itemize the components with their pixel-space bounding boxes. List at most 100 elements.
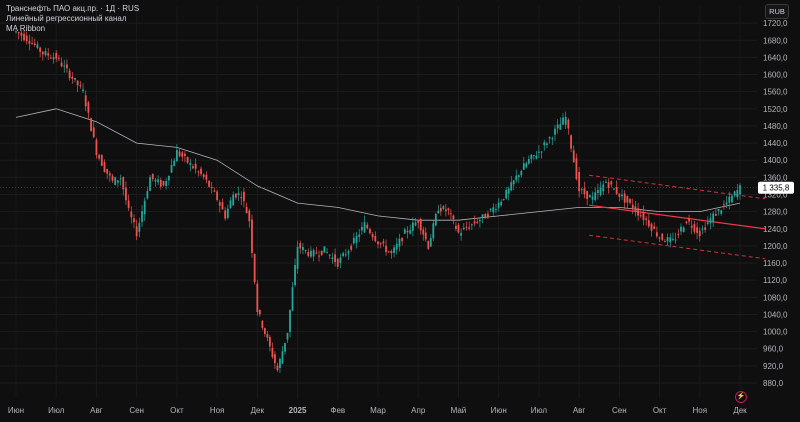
candle-body bbox=[251, 219, 253, 253]
candle-body bbox=[664, 241, 666, 243]
candle-body bbox=[594, 192, 597, 200]
lightning-icon[interactable]: ⚡ bbox=[735, 391, 747, 403]
legend-ma[interactable]: MA Ribbon bbox=[6, 24, 46, 33]
candle-body bbox=[720, 210, 723, 214]
candle-body bbox=[701, 228, 704, 230]
candle-body bbox=[130, 211, 133, 218]
x-tick-label: Авг bbox=[573, 406, 586, 415]
candle-body bbox=[586, 190, 589, 199]
candle-body bbox=[366, 224, 369, 229]
candle-body bbox=[289, 309, 291, 333]
x-tick-label: Сен bbox=[129, 406, 144, 415]
candle-body bbox=[279, 359, 281, 368]
candle-body bbox=[714, 214, 717, 216]
y-tick-label: 1080,0 bbox=[763, 293, 788, 302]
x-tick-label: Апр bbox=[411, 406, 426, 415]
candle-body bbox=[271, 347, 274, 358]
candle-body bbox=[189, 162, 192, 165]
x-tick-label: Фев bbox=[330, 406, 345, 415]
candle-body bbox=[551, 138, 554, 140]
candle-body bbox=[406, 230, 409, 233]
candle-body bbox=[672, 239, 674, 241]
candle-body bbox=[157, 179, 160, 183]
candle-body bbox=[525, 163, 528, 168]
y-tick-label: 1520,0 bbox=[763, 105, 788, 114]
candle-body bbox=[205, 174, 208, 180]
candle-body bbox=[717, 208, 720, 212]
y-tick-label: 1360,0 bbox=[763, 173, 788, 182]
y-tick-label: 1600,0 bbox=[763, 71, 788, 80]
candle-body bbox=[532, 155, 535, 157]
candle-body bbox=[294, 265, 296, 286]
candle-body bbox=[535, 155, 538, 159]
candle-body bbox=[661, 233, 664, 240]
candle-body bbox=[398, 238, 401, 247]
candle-body bbox=[74, 77, 76, 80]
candle-body bbox=[567, 119, 570, 129]
y-tick-label: 920,0 bbox=[763, 362, 784, 371]
candle-body bbox=[162, 181, 165, 186]
candle-body bbox=[253, 253, 256, 283]
candle-body bbox=[200, 168, 202, 174]
candle-body bbox=[256, 283, 259, 313]
candle-body bbox=[339, 257, 342, 264]
candle-body bbox=[44, 51, 47, 56]
legend-symbol[interactable]: Транснефть ПАО акц.пр. · 1Д · RUS bbox=[6, 4, 140, 13]
candle-body bbox=[583, 188, 586, 195]
regression-upper bbox=[589, 174, 766, 200]
candle-body bbox=[245, 206, 248, 214]
candles bbox=[15, 30, 741, 373]
candle-body bbox=[52, 57, 55, 60]
candle-body bbox=[476, 221, 479, 223]
candle-body bbox=[484, 213, 487, 219]
candle-body bbox=[444, 209, 447, 212]
candle-body bbox=[677, 233, 680, 235]
candle-body bbox=[291, 287, 294, 311]
candle-body bbox=[369, 228, 371, 234]
candle-body bbox=[184, 153, 186, 156]
legend-regression[interactable]: Линейный регрессионный канал bbox=[6, 14, 127, 23]
candle-body bbox=[387, 251, 390, 253]
candle-body bbox=[457, 224, 460, 233]
x-tick-label: Июн bbox=[8, 406, 24, 415]
candle-body bbox=[613, 188, 615, 190]
candle-body bbox=[36, 44, 39, 48]
candle-body bbox=[116, 180, 119, 183]
candle-body bbox=[318, 255, 320, 257]
y-tick-label: 1680,0 bbox=[763, 36, 788, 45]
candle-body bbox=[709, 218, 712, 224]
candle-body bbox=[122, 177, 125, 190]
x-tick-label: Сен bbox=[612, 406, 627, 415]
candle-body bbox=[197, 171, 200, 173]
candle-body bbox=[371, 234, 374, 238]
last-price-badge bbox=[758, 181, 794, 194]
candle-body bbox=[669, 237, 672, 243]
candle-body bbox=[232, 194, 235, 206]
candle-body bbox=[653, 226, 656, 229]
candle-body bbox=[548, 137, 551, 139]
ma-ribbon bbox=[15, 108, 741, 221]
currency-button[interactable]: RUB bbox=[765, 4, 789, 19]
candle-body bbox=[674, 239, 677, 241]
x-tick-label: Май bbox=[451, 406, 467, 415]
candle-body bbox=[489, 208, 492, 210]
candle-body bbox=[556, 124, 559, 129]
candle-body bbox=[401, 237, 404, 242]
candle-body bbox=[170, 164, 173, 173]
candle-body bbox=[79, 85, 82, 87]
candle-body bbox=[688, 218, 690, 222]
candle-body bbox=[175, 149, 178, 162]
candle-body bbox=[334, 254, 336, 262]
candle-body bbox=[417, 220, 420, 223]
x-tick-label: Июн bbox=[491, 406, 507, 415]
candle-body bbox=[344, 254, 347, 256]
candle-body bbox=[588, 195, 591, 198]
candle-body bbox=[520, 171, 523, 176]
candle-body bbox=[143, 200, 146, 215]
candle-body bbox=[68, 70, 71, 79]
candle-body bbox=[355, 235, 358, 243]
candle-body bbox=[468, 227, 471, 229]
candle-body bbox=[114, 177, 117, 185]
candle-body bbox=[258, 309, 261, 315]
